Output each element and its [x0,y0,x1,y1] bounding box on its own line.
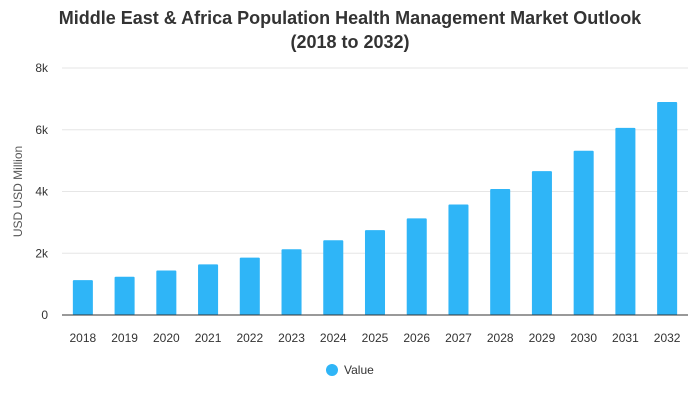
x-tick-label-2023: 2023 [278,331,305,345]
x-tick-label-2027: 2027 [445,331,472,345]
bar-2027[interactable] [448,204,469,315]
bar-layer [72,101,678,316]
x-tick-label-2022: 2022 [236,331,263,345]
grid-layer [62,67,688,254]
x-tick-label-2030: 2030 [570,331,597,345]
bar-2025[interactable] [364,230,386,315]
x-tick-label-2018: 2018 [70,331,97,345]
bar-2021[interactable] [198,264,219,315]
x-tick-label-2024: 2024 [320,331,347,345]
bar-2023[interactable] [281,249,302,315]
chart-title: Middle East & Africa Population Health M… [0,6,700,54]
bar-2030[interactable] [573,150,594,315]
y-tick-label: 2k [35,246,49,260]
x-tick-label-2020: 2020 [153,331,180,345]
x-tick-label-2028: 2028 [487,331,514,345]
bar-2032[interactable] [657,101,678,316]
legend-layer: Value [326,363,374,377]
y-tick-label: 4k [35,185,49,199]
legend-marker[interactable] [326,364,338,376]
chart-title-line-1: Middle East & Africa Population Health M… [58,8,642,28]
x-tick-label-2029: 2029 [529,331,556,345]
bar-2024[interactable] [323,240,344,315]
bar-2018[interactable] [72,280,93,315]
x-tick-label-2025: 2025 [362,331,389,345]
x-tick-label-2032: 2032 [654,331,681,345]
bar-2020[interactable] [156,270,177,315]
x-tick-label-2019: 2019 [111,331,138,345]
y-tick-label: 6k [35,123,49,137]
y-tick-label: 0 [41,308,48,322]
x-tick-label-2031: 2031 [612,331,639,345]
bar-2026[interactable] [406,218,427,315]
y-axis-label: USD USD Million [11,146,25,237]
bar-2031[interactable] [615,127,636,316]
bar-2022[interactable] [239,257,260,315]
bar-2028[interactable] [490,189,511,315]
bar-2029[interactable] [531,171,552,315]
y-tick-label: 8k [35,61,49,75]
chart-title-line-2: (2018 to 2032) [290,32,410,52]
x-tick-label-2026: 2026 [403,331,430,345]
x-tick-label-2021: 2021 [195,331,222,345]
label-layer: 0 2k 4k 6k 8k 2018 2019 2020 2021 2022 2023 2024 202… [11,61,681,345]
bar-2019[interactable] [114,276,135,315]
legend-label[interactable]: Value [344,363,374,377]
